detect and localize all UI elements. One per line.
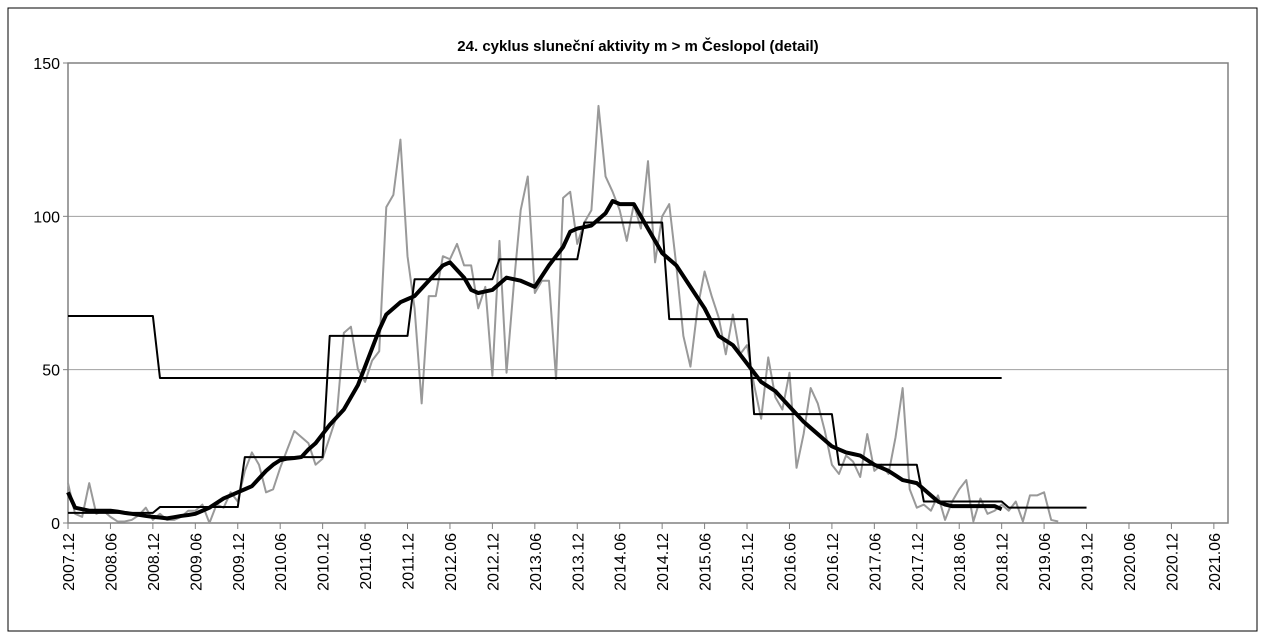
x-tick-label: 2018.12 bbox=[995, 533, 1012, 591]
x-tick-label: 2015.12 bbox=[740, 533, 757, 591]
x-tick-label: 2007.12 bbox=[61, 533, 78, 591]
x-tick-label: 2009.12 bbox=[231, 533, 248, 591]
y-tick-label: 100 bbox=[33, 209, 60, 226]
x-tick-label: 2016.12 bbox=[825, 533, 842, 591]
x-tick-label: 2019.06 bbox=[1037, 533, 1054, 591]
x-tick-label: 2013.06 bbox=[528, 533, 545, 591]
series-line bbox=[68, 315, 1002, 379]
y-tick-label: 0 bbox=[51, 516, 60, 533]
y-tick-label: 150 bbox=[33, 56, 60, 73]
x-tick-label: 2008.06 bbox=[103, 533, 120, 591]
x-tick-label: 2013.12 bbox=[570, 533, 587, 591]
x-tick-label: 2021.06 bbox=[1207, 533, 1224, 591]
x-tick-label: 2018.06 bbox=[952, 533, 969, 591]
x-tick-label: 2009.06 bbox=[188, 533, 205, 591]
x-tick-label: 2014.06 bbox=[613, 533, 630, 591]
x-tick-label: 2014.12 bbox=[655, 533, 672, 591]
x-tick-label: 2015.06 bbox=[698, 533, 715, 591]
chart-border bbox=[7, 7, 1258, 632]
series-line bbox=[66, 199, 1003, 521]
x-tick-label: 2011.06 bbox=[358, 533, 375, 590]
x-tick-label: 2010.12 bbox=[316, 533, 333, 591]
x-tick-label: 2008.12 bbox=[146, 533, 163, 591]
x-tick-label: 2019.12 bbox=[1080, 533, 1097, 591]
x-tick-label: 2017.12 bbox=[910, 533, 927, 591]
y-tick-label: 50 bbox=[42, 363, 60, 380]
plot-area bbox=[67, 62, 1229, 524]
x-tick-label: 2016.06 bbox=[782, 533, 799, 591]
x-tick-label: 2020.12 bbox=[1164, 533, 1181, 591]
x-tick-label: 2012.12 bbox=[485, 533, 502, 591]
chart-title: 24. cyklus sluneční aktivity m > m Česlo… bbox=[457, 37, 818, 55]
x-tick-label: 2010.06 bbox=[273, 533, 290, 591]
series-line bbox=[68, 221, 1087, 514]
x-tick-label: 2012.06 bbox=[443, 533, 460, 591]
x-tick-label: 2017.06 bbox=[867, 533, 884, 591]
x-tick-label: 2020.06 bbox=[1122, 533, 1139, 591]
x-tick-label: 2011.12 bbox=[401, 533, 418, 590]
